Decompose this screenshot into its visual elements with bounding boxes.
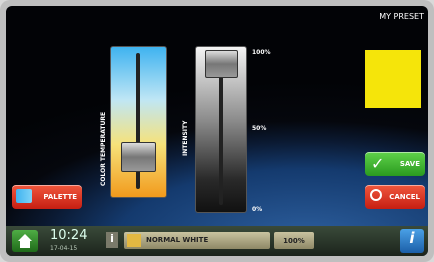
color-temperature-label: COLOR TEMPERATURE (100, 112, 107, 186)
tick-label: 0% (252, 206, 262, 213)
status-bar: 10:24 17-04-15 i NORMAL WHITE 100% i (6, 226, 428, 256)
device-frame: MY PRESET COLOR TEMPERATURE INTENSITY 10… (0, 0, 434, 262)
button-label: SAVE (400, 160, 420, 168)
screen: MY PRESET COLOR TEMPERATURE INTENSITY 10… (6, 6, 428, 256)
slider-handle[interactable] (205, 50, 238, 78)
intensity-label: INTENSITY (182, 121, 189, 156)
tick-label: 50% (252, 125, 266, 132)
header-title: MY PRESET (379, 12, 424, 21)
home-button[interactable] (12, 230, 38, 252)
info-icon: i (106, 232, 118, 248)
preset-field: NORMAL WHITE (124, 232, 270, 249)
clock-date: 17-04-15 (50, 245, 77, 252)
save-button[interactable]: ✓SAVE (365, 152, 425, 176)
tick-label: 100% (252, 49, 271, 56)
button-label: PALETTE (43, 193, 77, 201)
clock-time: 10:24 (50, 228, 87, 243)
button-label: CANCEL (389, 193, 420, 201)
color-preview (365, 50, 421, 108)
palette-button[interactable]: PALETTE (12, 185, 82, 209)
color-temperature-slider[interactable] (110, 46, 167, 198)
cancel-button[interactable]: CANCEL (365, 185, 425, 209)
help-button[interactable]: i (400, 229, 424, 253)
slider-handle[interactable] (121, 142, 156, 172)
preset-name: NORMAL WHITE (146, 236, 208, 244)
intensity-slider[interactable] (195, 46, 247, 213)
preset-level: 100% (274, 232, 314, 249)
